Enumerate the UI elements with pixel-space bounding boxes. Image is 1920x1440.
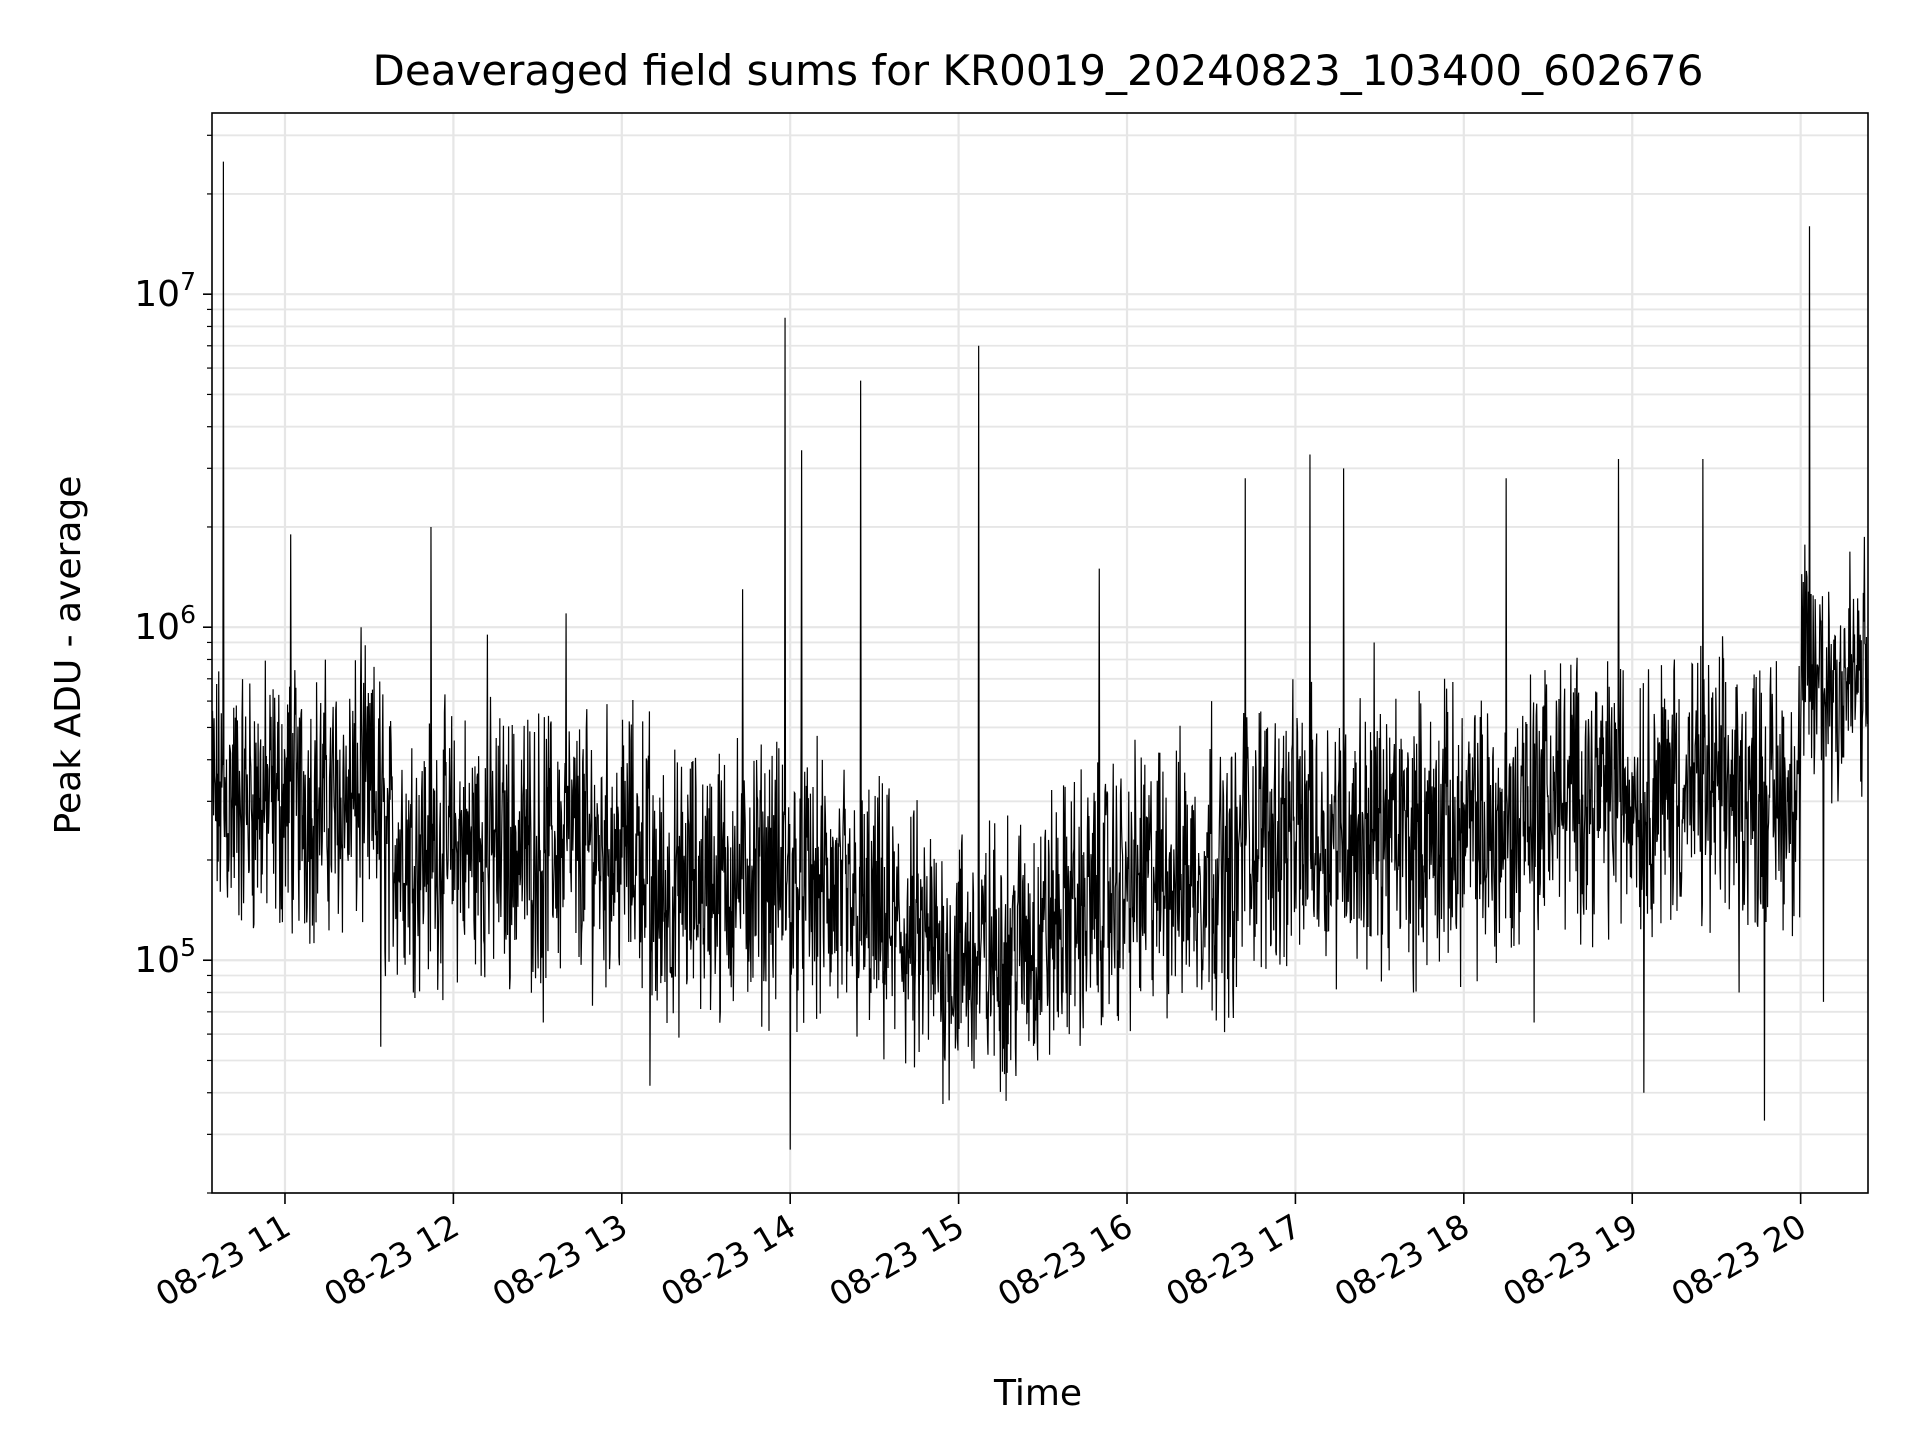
chart-title: Deaveraged field sums for KR0019_2024082… <box>373 46 1704 95</box>
series-group <box>211 161 1869 1150</box>
y-axis-label: Peak ADU - average <box>48 476 89 835</box>
plot-frame <box>211 112 1869 1194</box>
y-tick-label: 107 <box>134 267 196 315</box>
y-tick-label: 105 <box>134 933 196 981</box>
series-line <box>211 161 1869 1150</box>
axis-ticks <box>203 134 1802 1204</box>
x-axis-label: Time <box>993 1373 1082 1414</box>
y-tick-label: 106 <box>134 600 196 648</box>
